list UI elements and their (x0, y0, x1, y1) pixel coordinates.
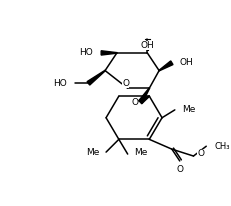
Polygon shape (101, 51, 116, 55)
Text: Me: Me (181, 105, 194, 114)
Text: O: O (122, 79, 129, 88)
Text: CH₃: CH₃ (213, 142, 229, 151)
Text: O: O (176, 165, 182, 174)
Text: Me: Me (85, 148, 99, 157)
Text: OH: OH (179, 58, 193, 67)
Text: Me: Me (134, 148, 147, 157)
Polygon shape (138, 88, 149, 103)
Polygon shape (158, 61, 172, 71)
Text: OH: OH (140, 41, 154, 50)
Polygon shape (139, 96, 149, 104)
Text: O: O (197, 149, 204, 158)
Text: HO: HO (79, 48, 93, 57)
Text: O: O (131, 97, 137, 107)
Text: HO: HO (53, 79, 67, 88)
Polygon shape (87, 70, 105, 85)
